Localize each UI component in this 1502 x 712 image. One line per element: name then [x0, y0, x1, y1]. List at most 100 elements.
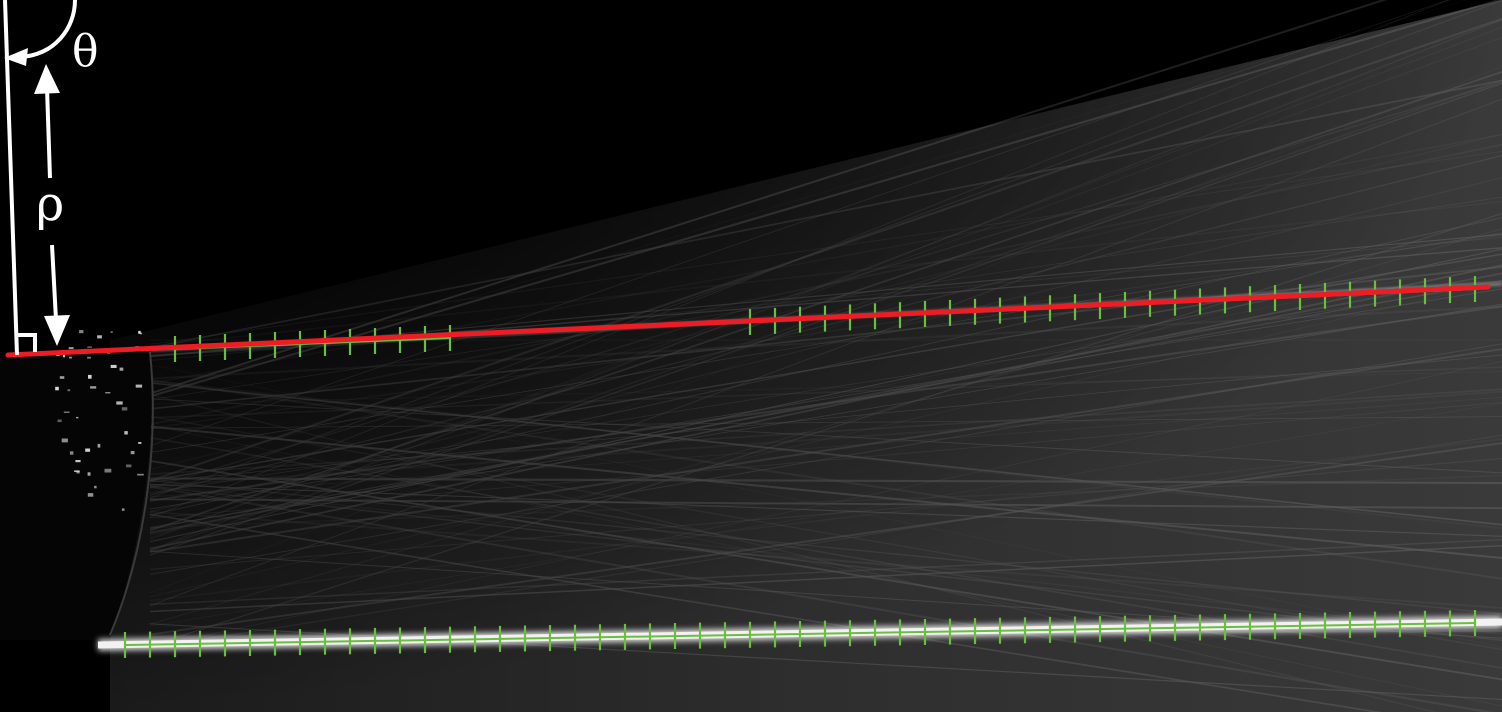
rho-arrowhead-down: [44, 315, 70, 346]
speck: [69, 356, 72, 359]
speckle-streak: [149, 477, 1502, 485]
speckle-streak: [149, 379, 1502, 580]
speck: [139, 332, 142, 335]
speckle-streak: [149, 403, 1502, 627]
speck: [75, 460, 81, 463]
speck: [135, 384, 143, 388]
speckle-streak: [149, 303, 1502, 528]
speck: [121, 407, 128, 411]
theta-arrowhead: [4, 48, 28, 66]
speckle-streak: [149, 425, 1502, 559]
speck: [110, 331, 113, 333]
speck: [63, 411, 70, 413]
speckle-streak: [149, 538, 1502, 606]
theta-rho-annotation: θ ρ: [3, 0, 99, 356]
speck: [59, 376, 65, 379]
speckle-streak: [149, 281, 1502, 598]
speckle-streak: [149, 416, 1502, 429]
speckle-streak: [149, 266, 1502, 410]
speckle-streak: [149, 498, 1502, 510]
speckle-streak: [149, 360, 1502, 648]
speckle-streak: [149, 288, 1502, 510]
speckle-streak: [149, 483, 1502, 537]
speck: [88, 374, 92, 379]
speck: [85, 448, 91, 452]
speck: [87, 493, 94, 497]
speckle-streak: [149, 232, 1502, 453]
speckle-streak: [149, 348, 1502, 553]
speck: [138, 442, 142, 444]
speckle-streak: [149, 382, 1502, 526]
speckle-streak: [149, 234, 1502, 429]
fitted-line: [5, 284, 1491, 358]
speckle-streak: [149, 0, 1450, 447]
sheath-outline: [109, 351, 154, 636]
speck: [105, 392, 111, 394]
speck: [110, 364, 117, 368]
speck: [104, 468, 112, 473]
speck: [116, 401, 123, 405]
speckle-streak: [149, 485, 1495, 712]
speckle-streak: [149, 397, 1502, 498]
speckle-streak: [149, 177, 1502, 513]
speck: [76, 416, 79, 419]
speckle-streak: [149, 415, 1502, 651]
speck: [79, 330, 84, 334]
speck: [63, 354, 66, 358]
speck: [90, 386, 97, 389]
speckle-streak: [149, 305, 1502, 502]
speckle-streak: [149, 434, 1502, 649]
speckle-streak: [149, 354, 1502, 483]
speck: [74, 470, 80, 472]
reference-axis: [3, 0, 19, 356]
speckle-streak: [149, 98, 1502, 607]
speck: [61, 438, 68, 443]
speckle-streak: [149, 459, 1502, 681]
speck: [124, 431, 128, 435]
speckle-streak: [149, 212, 1502, 647]
speckle-streak: [149, 425, 1502, 707]
speckle-streak: [149, 264, 1502, 550]
speckle-streak: [149, 150, 1502, 345]
theta-arc: [19, 0, 77, 59]
speckle-streak: [149, 479, 1502, 615]
theta-label: θ: [72, 26, 99, 77]
speck: [97, 443, 101, 448]
speck: [87, 346, 92, 348]
speck: [97, 335, 102, 339]
speckle-streak: [149, 401, 1502, 519]
speck: [67, 389, 71, 392]
speckle-streak: [149, 366, 1502, 419]
speckle-streak: [149, 272, 1502, 534]
speckle-streak: [149, 37, 1502, 539]
speck: [119, 367, 124, 371]
speck: [69, 451, 74, 455]
speckle-streak: [149, 17, 1502, 482]
rho-arrow-shaft-top: [45, 87, 52, 179]
speck: [57, 419, 62, 423]
speckle-streak: [149, 253, 1502, 482]
speck: [137, 473, 144, 476]
speckle-streak: [149, 545, 1502, 613]
speckle-streak: [149, 398, 1502, 474]
speckle-streak: [149, 305, 1502, 380]
speck: [55, 386, 59, 391]
speckle-streak: [149, 79, 1502, 349]
speck: [121, 508, 125, 511]
speckle-streak: [149, 485, 1502, 642]
speckle-streak: [149, 0, 1388, 395]
speck: [130, 451, 135, 455]
speckle-streak: [149, 442, 1502, 636]
speckle-streak: [149, 458, 1502, 570]
speckle-streak: [149, 196, 1502, 400]
speck: [94, 485, 97, 489]
speck: [126, 464, 132, 468]
speck: [68, 347, 74, 350]
speckle-streak: [149, 71, 1502, 532]
speckle-streak: [149, 388, 1502, 475]
speckle-streak: [149, 217, 1502, 516]
rho-arrowhead-up: [34, 64, 60, 94]
speckle-streak: [149, 393, 1437, 712]
rho-label: ρ: [36, 176, 64, 232]
